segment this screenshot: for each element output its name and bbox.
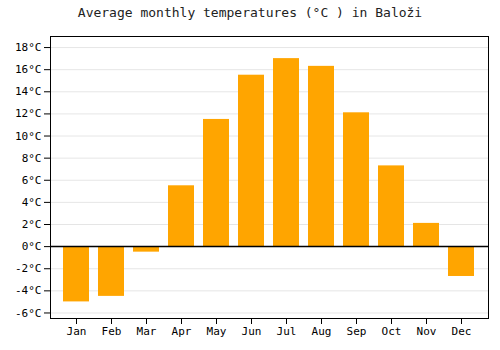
svg-text:Jul: Jul [277, 325, 297, 338]
svg-text:Oct: Oct [382, 325, 402, 338]
svg-text:-4°C: -4°C [15, 284, 42, 297]
svg-text:6°C: 6°C [22, 174, 42, 187]
svg-text:Mar: Mar [137, 325, 157, 338]
svg-text:12°C: 12°C [15, 107, 42, 120]
svg-text:-2°C: -2°C [15, 262, 42, 275]
svg-text:4°C: 4°C [22, 196, 42, 209]
svg-text:14°C: 14°C [15, 85, 42, 98]
svg-text:Jan: Jan [67, 325, 87, 338]
svg-text:Feb: Feb [102, 325, 122, 338]
svg-text:May: May [207, 325, 227, 338]
svg-text:Dec: Dec [452, 325, 472, 338]
html-text:Average monthly temperatures (: Average monthly temperatures (°C ) in Ba… [77, 5, 423, 20]
svg-text:0°C: 0°C [22, 240, 42, 253]
svg-text:10°C: 10°C [15, 130, 42, 143]
svg-text:Aug: Aug [312, 325, 332, 338]
svg-text:Apr: Apr [172, 325, 192, 338]
svg-text:2°C: 2°C [22, 218, 42, 231]
svg-text:8°C: 8°C [22, 152, 42, 165]
svg-text:Jun: Jun [242, 325, 262, 338]
svg-text:-6°C: -6°C [15, 306, 42, 319]
svg-text:16°C: 16°C [15, 63, 42, 76]
svg-text:Nov: Nov [417, 325, 437, 338]
svg-text:Sep: Sep [347, 325, 367, 338]
svg-text:18°C: 18°C [15, 41, 42, 54]
